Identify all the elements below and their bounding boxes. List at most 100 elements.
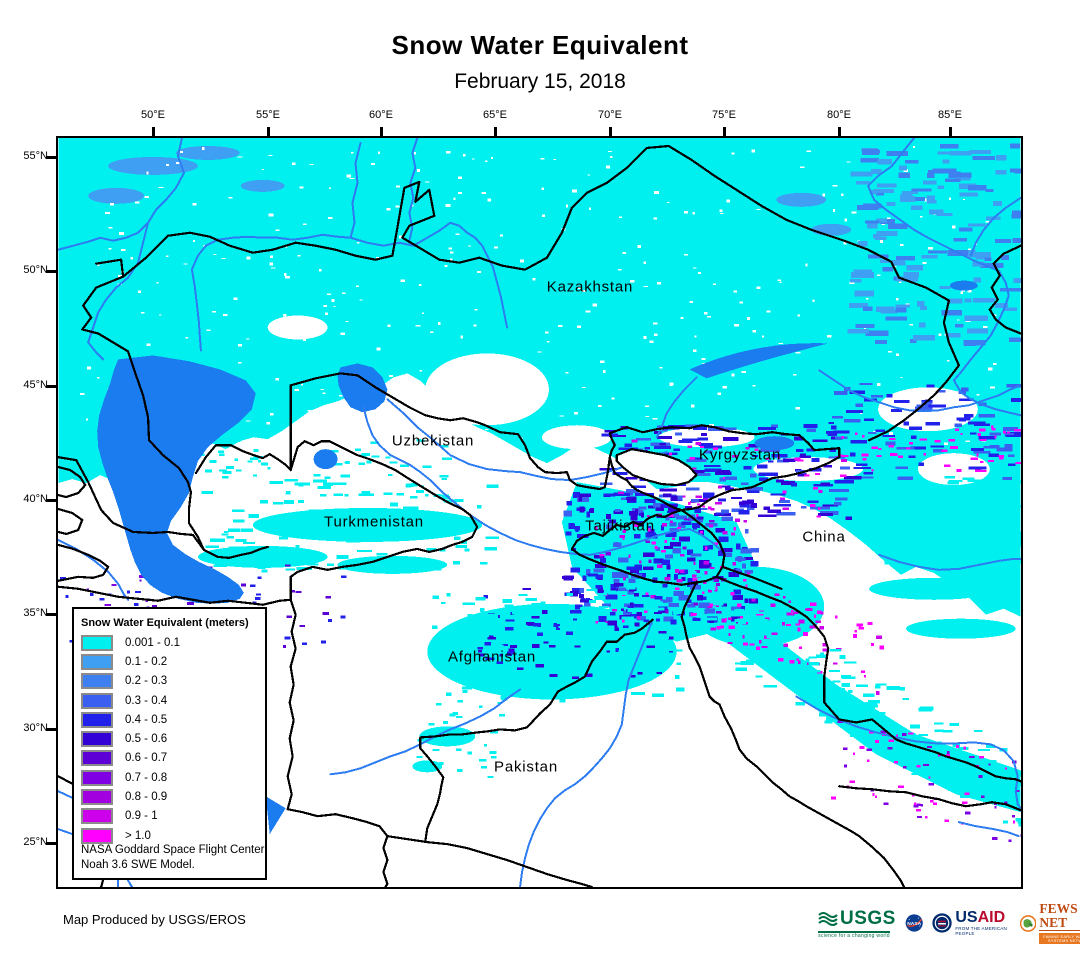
latitude-tick-label: 50°N [23, 264, 48, 276]
usaid-seal-icon [932, 913, 952, 933]
longitude-tick-mark [152, 127, 155, 137]
usgs-logo: USGS science for a changing world [818, 908, 896, 939]
latitude-tick-mark [46, 270, 56, 273]
legend-row: 0.4 - 0.5 [74, 710, 265, 729]
longitude-tick-mark [949, 127, 952, 137]
legend-class-label: 0.4 - 0.5 [125, 713, 168, 726]
legend-box: Snow Water Equivalent (meters) 0.001 - 0… [72, 607, 267, 880]
longitude-tick-mark [267, 127, 270, 137]
legend-swatch [81, 711, 113, 728]
longitude-tick-mark [380, 127, 383, 137]
latitude-tick-label: 30°N [23, 722, 48, 734]
usgs-tagline: science for a changing world [818, 930, 890, 939]
legend-rows: 0.001 - 0.1 0.1 - 0.2 0.2 - 0.3 0.3 - 0.4 0.… [74, 633, 265, 845]
longitude-tick-label: 65°E [483, 109, 507, 121]
usaid-logo-text-aid: AID [977, 909, 1006, 926]
legend-swatch [81, 731, 113, 748]
legend-class-label: 0.6 - 0.7 [125, 752, 168, 765]
legend-class-label: 0.1 - 0.2 [125, 655, 168, 668]
usaid-logo-text-us: US [955, 909, 978, 926]
country-label-uzbekistan: Uzbekistan [391, 432, 475, 450]
longitude-tick-mark [609, 127, 612, 137]
latitude-tick-mark [46, 728, 56, 731]
fewsnet-logo-text: FEWS NET [1039, 902, 1080, 931]
longitude-tick-label: 50°E [141, 109, 165, 121]
issyk-kul [754, 436, 795, 451]
longitude-tick-mark [494, 127, 497, 137]
usaid-logo: USAID FROM THE AMERICAN PEOPLE [932, 910, 1011, 936]
page-title: Snow Water Equivalent [391, 30, 689, 60]
legend-row: 0.5 - 0.6 [74, 729, 265, 748]
nasa-logo: NASA [905, 914, 923, 932]
latitude-tick-label: 55°N [23, 150, 48, 162]
map-image [57, 137, 1036, 889]
legend-class-label: > 1.0 [125, 829, 151, 842]
legend-row: 0.3 - 0.4 [74, 691, 265, 710]
legend-swatch [81, 634, 113, 651]
legend-swatch [81, 692, 113, 709]
caspian-sea [97, 355, 256, 604]
usaid-tagline: FROM THE AMERICAN PEOPLE [955, 926, 1007, 936]
lake-zaysan [949, 280, 978, 291]
longitude-tick-label: 70°E [598, 109, 622, 121]
legend-class-label: 0.7 - 0.8 [125, 771, 168, 784]
country-label-tajikistan: Tajikistan [585, 517, 655, 535]
latitude-tick-mark [46, 842, 56, 845]
logo-strip: USGS science for a changing world NASA [818, 901, 1080, 945]
legend-row: 0.9 - 1 [74, 807, 265, 826]
country-label-pakistan: Pakistan [494, 758, 558, 776]
country-label-china: China [802, 528, 846, 546]
legend-class-label: 0.8 - 0.9 [125, 791, 168, 804]
legend-row: 0.6 - 0.7 [74, 749, 265, 768]
water-bodies [97, 280, 978, 835]
lake-balkhash [689, 343, 829, 379]
legend-swatch [81, 673, 113, 690]
latitude-tick-label: 35°N [23, 607, 48, 619]
legend-class-label: 0.001 - 0.1 [125, 636, 180, 649]
longitude-tick-mark [723, 127, 726, 137]
legend-swatch [81, 808, 113, 825]
longitude-tick-label: 85°E [938, 109, 962, 121]
legend-title: Snow Water Equivalent (meters) [81, 617, 249, 629]
latitude-tick-mark [46, 499, 56, 502]
legend-swatch [81, 750, 113, 767]
longitude-tick-label: 55°E [256, 109, 280, 121]
fewsnet-globe-icon [1020, 914, 1037, 932]
latitude-tick-label: 25°N [23, 836, 48, 848]
latitude-tick-mark [46, 156, 56, 159]
legend-row: 0.001 - 0.1 [74, 633, 265, 652]
sarygamysh-lake [313, 449, 338, 470]
legend-note-line1: NASA Goddard Space Flight Center [81, 844, 265, 857]
longitude-tick-label: 60°E [369, 109, 393, 121]
map-canvas [56, 136, 1036, 889]
latitude-tick-label: 40°N [23, 493, 48, 505]
legend-row: 0.7 - 0.8 [74, 768, 265, 787]
legend-swatch [81, 789, 113, 806]
country-label-turkmenistan: Turkmenistan [324, 513, 424, 531]
latitude-tick-mark [46, 613, 56, 616]
longitude-tick-mark [838, 127, 841, 137]
fewsnet-tagline: FAMINE EARLY WARNING SYSTEMS NETWORK [1039, 933, 1080, 944]
rivers [57, 137, 1022, 888]
legend-class-label: 0.9 - 1 [125, 810, 158, 823]
page-date: February 15, 2018 [454, 70, 626, 93]
legend-class-label: 0.3 - 0.4 [125, 694, 168, 707]
longitude-tick-label: 75°E [712, 109, 736, 121]
latitude-tick-mark [46, 385, 56, 388]
country-label-afghanistan: Afghanistan [447, 648, 537, 666]
legend-row: > 1.0 [74, 826, 265, 845]
legend-note-line2: Noah 3.6 SWE Model. [81, 858, 195, 871]
aral-sea [337, 363, 388, 413]
usgs-logo-text: USGS [840, 907, 896, 929]
legend-note: NASA Goddard Space Flight Center Noah 3.… [81, 843, 264, 872]
legend-row: 0.8 - 0.9 [74, 787, 265, 806]
country-label-kyrgyzstan: Kyrgyzstan [698, 446, 782, 464]
usgs-wave-icon [818, 911, 838, 926]
nasa-logo-text: NASA [907, 921, 921, 927]
legend-swatch [81, 827, 113, 844]
country-label-kazakhstan: Kazakhstan [546, 278, 634, 296]
latitude-tick-label: 45°N [23, 379, 48, 391]
legend-swatch [81, 653, 113, 670]
legend-class-label: 0.2 - 0.3 [125, 675, 168, 688]
